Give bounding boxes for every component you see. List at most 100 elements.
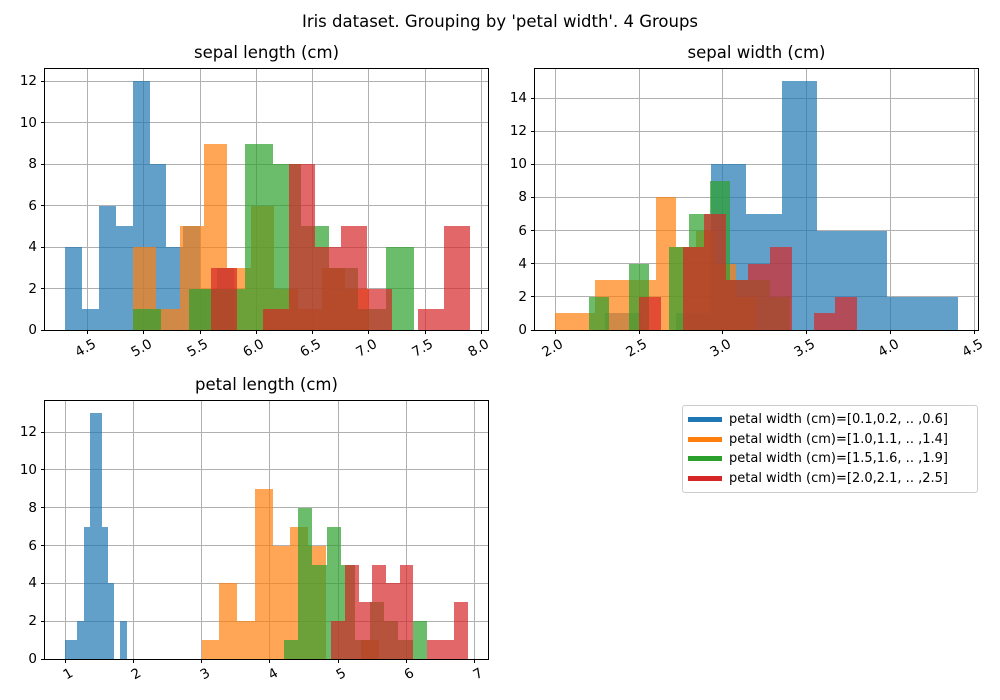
- gridline-vertical: [974, 69, 976, 330]
- hist-bar: [852, 230, 888, 330]
- hist-bar: [89, 413, 96, 659]
- hist-bar: [65, 247, 83, 330]
- hist-bar: [358, 602, 373, 659]
- hist-bar: [65, 640, 72, 659]
- gridline-vertical: [554, 69, 556, 330]
- y-tick-label: 14: [509, 90, 527, 106]
- y-tick-mark: [41, 329, 45, 331]
- hist-bar: [101, 526, 109, 659]
- hist-bar: [412, 621, 427, 659]
- hist-bar: [297, 507, 313, 659]
- legend-label: petal width (cm)=[1.5,1.6, .. ,1.9]: [729, 451, 948, 467]
- x-tick-label: 4.5: [72, 336, 99, 361]
- x-tick-label: 8.0: [465, 336, 493, 361]
- hist-bar: [835, 296, 858, 330]
- y-tick-label: 2: [28, 280, 37, 297]
- gridline-vertical: [480, 69, 482, 330]
- x-tick-mark: [337, 659, 339, 663]
- y-tick-label: 4: [28, 239, 37, 256]
- hist-bar: [385, 583, 400, 659]
- y-tick-label: 6: [28, 197, 37, 214]
- hist-bar: [272, 545, 291, 659]
- x-tick-label: 3: [197, 665, 213, 684]
- x-tick-mark: [638, 330, 640, 334]
- hist-bar: [77, 621, 84, 659]
- y-tick-label: 0: [518, 322, 527, 338]
- hist-bar: [132, 309, 161, 330]
- x-tick-mark: [143, 330, 145, 334]
- gridline-vertical: [199, 69, 201, 330]
- x-tick-mark: [974, 330, 976, 334]
- hist-bar: [454, 602, 468, 659]
- hist-bar: [166, 247, 184, 330]
- hist-bar: [748, 263, 770, 330]
- hist-bar: [71, 640, 78, 659]
- hist-bar: [95, 413, 102, 659]
- y-tick-label: 4: [518, 255, 527, 272]
- gridline-vertical: [890, 69, 892, 330]
- legend-entry: petal width (cm)=[1.0,1.1, .. ,1.4]: [683, 432, 977, 447]
- y-tick-mark: [531, 163, 535, 165]
- hist-bar: [331, 621, 345, 659]
- hist-bar: [314, 247, 341, 330]
- x-tick-mark: [87, 330, 89, 334]
- x-tick-label: 5.0: [128, 336, 155, 361]
- hist-bar: [813, 313, 836, 330]
- y-tick-mark: [531, 329, 535, 331]
- x-tick-label: 4: [265, 665, 281, 684]
- x-tick-label: 6: [401, 665, 418, 684]
- x-tick-mark: [890, 330, 892, 334]
- gridline-vertical: [132, 401, 134, 659]
- hist-bar: [444, 226, 470, 330]
- y-tick-mark: [41, 431, 45, 433]
- x-tick-label: 7.0: [353, 336, 380, 361]
- x-tick-label: 5.5: [184, 336, 212, 361]
- legend-swatch: [688, 436, 722, 442]
- x-tick-label: 7: [470, 665, 486, 684]
- x-tick-mark: [722, 330, 724, 334]
- hist-bar: [115, 226, 133, 330]
- legend-entry: petal width (cm)=[2.0,2.1, .. ,2.5]: [683, 471, 977, 486]
- gridline-vertical: [368, 69, 370, 330]
- x-tick-mark: [132, 659, 134, 663]
- hist-bar: [344, 564, 359, 659]
- y-tick-label: 6: [518, 222, 527, 239]
- y-tick-mark: [531, 263, 535, 265]
- x-tick-label: 1: [60, 665, 77, 684]
- gridline-vertical: [638, 69, 640, 330]
- y-tick-mark: [41, 246, 45, 248]
- y-tick-mark: [41, 163, 45, 165]
- legend-label: petal width (cm)=[0.1,0.2, .. ,0.6]: [729, 412, 948, 428]
- gridline-horizontal: [45, 80, 488, 82]
- hist-bar: [682, 247, 705, 330]
- hist-bar: [263, 309, 289, 330]
- gridline-horizontal: [535, 163, 978, 165]
- hist-bar: [98, 205, 116, 330]
- y-tick-mark: [41, 469, 45, 471]
- x-tick-mark: [474, 659, 476, 663]
- x-tick-mark: [368, 330, 370, 334]
- y-tick-mark: [41, 545, 45, 547]
- x-tick-mark: [269, 659, 271, 663]
- hist-bar: [82, 309, 99, 330]
- y-tick-label: 10: [19, 114, 37, 131]
- hist-bar: [254, 488, 273, 659]
- x-tick-label: 6.0: [240, 336, 268, 361]
- hist-bar: [440, 640, 455, 659]
- legend-swatch: [688, 475, 722, 481]
- gridline-horizontal: [535, 130, 978, 132]
- y-tick-mark: [531, 296, 535, 298]
- y-tick-label: 0: [28, 651, 37, 667]
- hist-bar: [418, 309, 445, 330]
- x-tick-mark: [199, 330, 201, 334]
- y-tick-mark: [41, 288, 45, 290]
- gridline-vertical: [201, 401, 203, 659]
- y-tick-mark: [41, 80, 45, 82]
- hist-bar: [288, 164, 315, 330]
- subplot-title: sepal width (cm): [687, 43, 826, 62]
- subplot-title: sepal length (cm): [193, 43, 340, 62]
- legend-swatch: [688, 417, 722, 423]
- hist-bar: [922, 296, 958, 330]
- y-tick-mark: [531, 97, 535, 99]
- x-tick-mark: [806, 330, 808, 334]
